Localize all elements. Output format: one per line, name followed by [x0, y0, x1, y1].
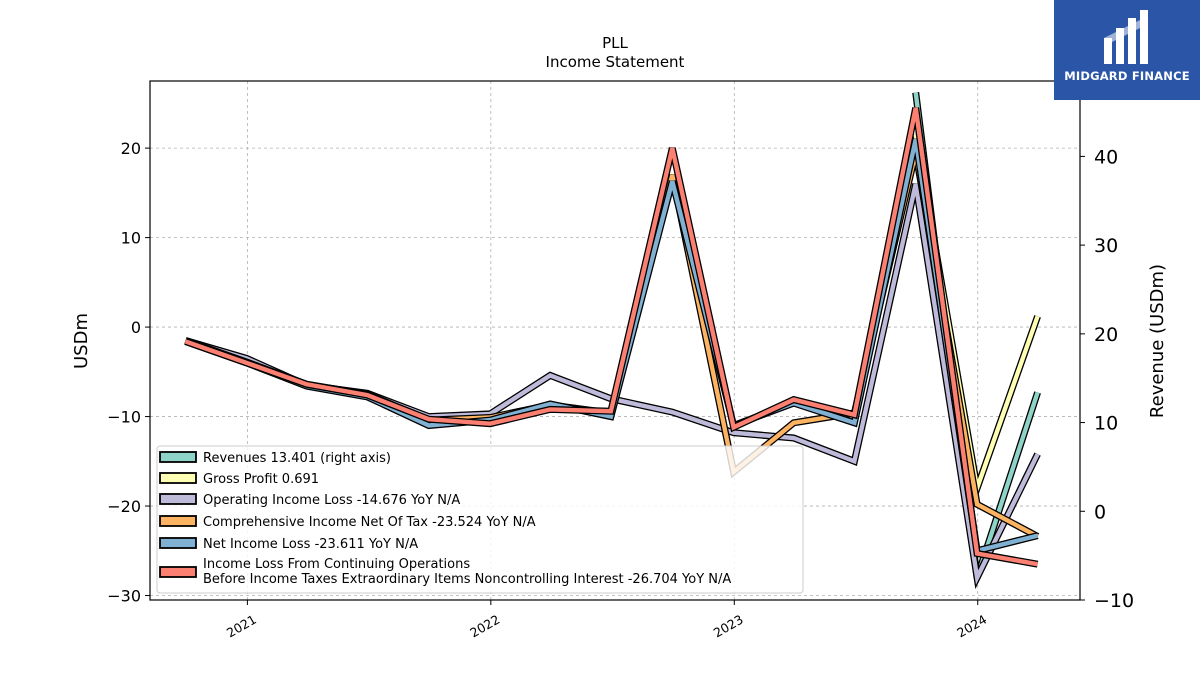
y-tick-label: 20 — [121, 139, 141, 158]
legend-label: Revenues 13.401 (right axis) — [203, 451, 391, 466]
legend-swatch — [159, 472, 197, 484]
chart-subtitle: Income Statement — [546, 53, 685, 71]
y2-tick-label: 30 — [1094, 235, 1118, 257]
legend-swatch — [159, 566, 197, 578]
y2-tick-label: 10 — [1094, 413, 1118, 435]
legend-swatch — [159, 537, 197, 549]
y-tick-label: 0 — [131, 318, 141, 337]
y2-tick-label: 40 — [1094, 146, 1118, 168]
right-y-axis-label: Revenue (USDm) — [1147, 264, 1168, 418]
x-tick-label: 2021 — [224, 612, 259, 641]
x-tick-label: 2022 — [467, 612, 502, 641]
legend-label: Comprehensive Income Net Of Tax -23.524 … — [203, 515, 536, 530]
y2-tick-label: 20 — [1094, 324, 1118, 346]
legend-swatch — [159, 493, 197, 505]
legend-label: Before Income Taxes Extraordinary Items … — [203, 572, 731, 587]
brand-logo: MIDGARD FINANCE — [1054, 0, 1200, 100]
y-tick-label: −20 — [107, 497, 141, 516]
legend-swatch — [159, 451, 197, 463]
y-tick-label: −30 — [107, 587, 141, 606]
series-lines — [184, 92, 1041, 590]
legend: Revenues 13.401 (right axis) Gross Profit… — [156, 445, 804, 594]
series-5 — [184, 107, 1039, 568]
legend-label: Net Income Loss -23.611 YoY N/A — [203, 537, 418, 552]
series-line — [184, 107, 1038, 567]
legend-label: Operating Income Loss -14.676 YoY N/A — [203, 493, 460, 508]
plot-frame — [149, 80, 1081, 601]
legend-label: Gross Profit 0.691 — [203, 472, 319, 487]
y2-tick-label: −10 — [1094, 590, 1134, 612]
legend-swatch — [159, 515, 197, 527]
x-tick-label: 2024 — [954, 612, 989, 641]
y-axis-label: USDm — [71, 313, 92, 369]
y2-tick-label: 0 — [1094, 501, 1106, 523]
brand-name: MIDGARD FINANCE — [1064, 69, 1190, 83]
x-tick-label: 2023 — [711, 612, 746, 641]
y-tick-label: −10 — [107, 408, 141, 427]
chart-title: PLL — [602, 34, 628, 52]
legend-label: Income Loss From Continuing Operations — [203, 557, 470, 572]
y-tick-label: 10 — [121, 229, 141, 248]
legend-box — [156, 445, 804, 594]
logo-mark-icon — [1104, 10, 1148, 64]
